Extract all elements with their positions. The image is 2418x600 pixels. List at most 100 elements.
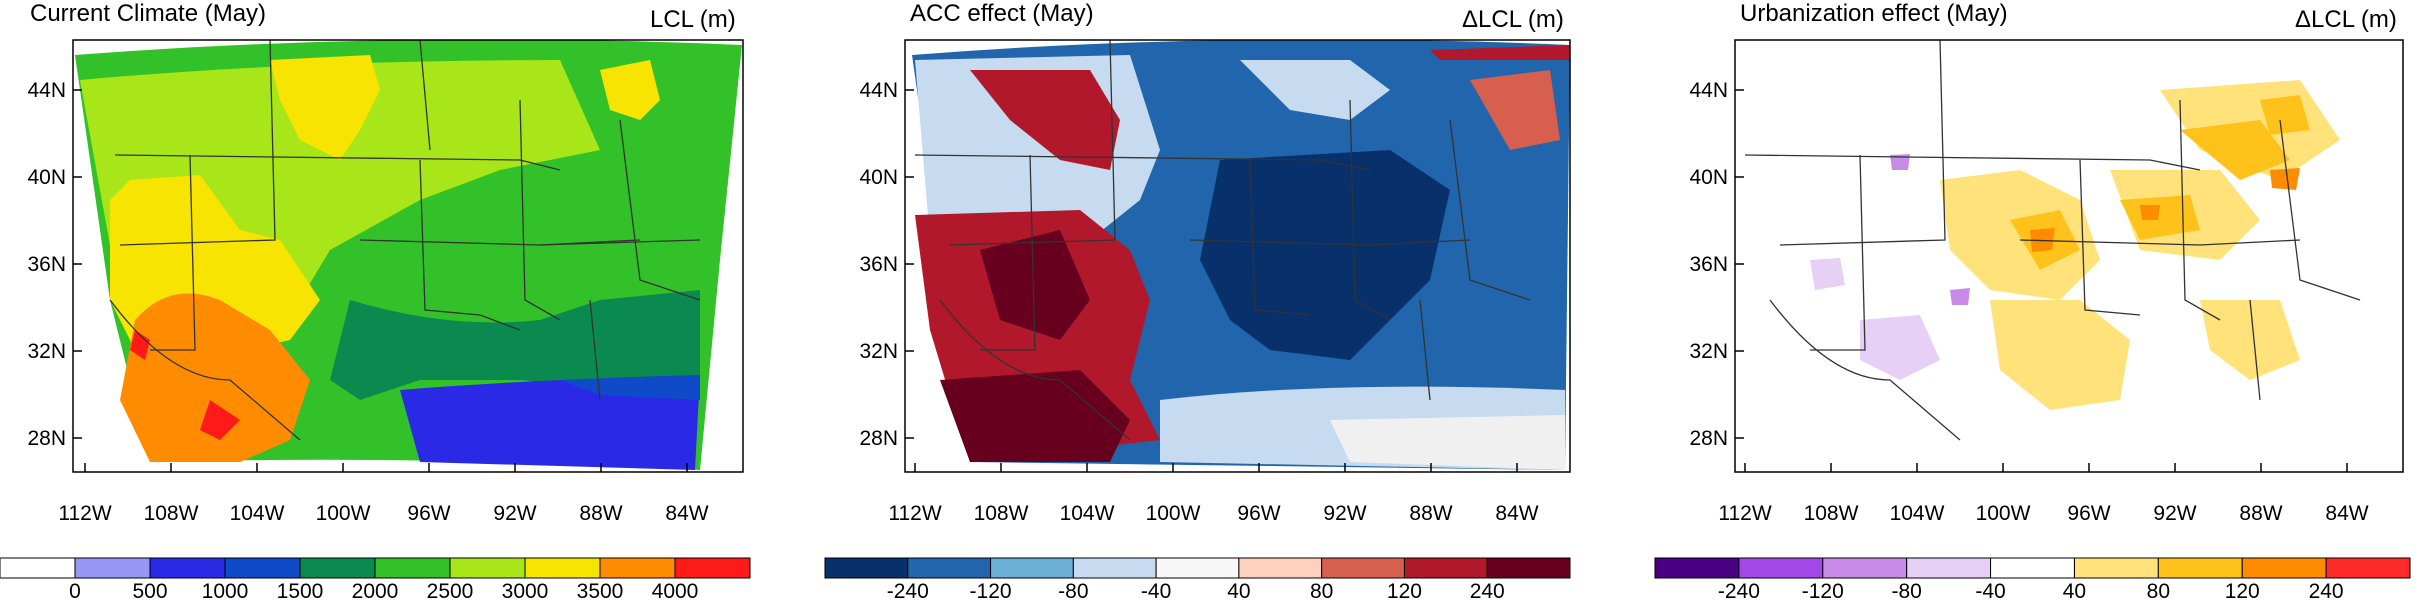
lon-label: 88W: [1409, 502, 1452, 525]
colorbar: -240 -120 -80 -40 40 80 120 240: [824, 557, 1571, 600]
lon-label: 112W: [1718, 502, 1771, 525]
colorbar-swatch: [1738, 557, 1824, 579]
panel-title: ACC effect (May): [910, 0, 1094, 27]
lat-label: 40N: [1689, 166, 1728, 189]
colorbar-swatch: [299, 557, 376, 579]
map-plot: 44N 40N 36N 32N 28N 112W 108W 104W 100W …: [824, 39, 1571, 600]
colorbar: -240 -120 -80 -40 40 80 120 240: [1654, 557, 2411, 600]
colorbar-swatch: [374, 557, 451, 579]
colorbar-label: 1000: [202, 580, 249, 600]
delta-lcl-field: [912, 40, 1570, 470]
colorbar-swatch: [1906, 557, 1992, 579]
colorbar-swatch: [1238, 557, 1323, 579]
colorbar-label: 2500: [427, 580, 474, 600]
colorbar-swatch: [74, 557, 151, 579]
lon-label: 104W: [1890, 502, 1945, 525]
colorbar: 0 500 1000 1500 2000 2500 3000 3500 4000: [0, 557, 751, 600]
panel-urbanization-effect: Urbanization effect (May) ΔLCL (m): [1654, 0, 2418, 600]
lon-label: 84W: [2325, 502, 2368, 525]
colorbar-swatch: [1822, 557, 1908, 579]
colorbar-label: -80: [1058, 580, 1088, 600]
lat-label: 44N: [1689, 79, 1728, 102]
colorbar-label: 3000: [502, 580, 549, 600]
colorbar-swatch: [2325, 557, 2411, 579]
colorbar-label: 240: [2309, 580, 2344, 600]
colorbar-swatch: [674, 557, 751, 579]
lon-label: 84W: [665, 502, 708, 525]
colorbar-swatch: [1403, 557, 1488, 579]
colorbar-label: 500: [132, 580, 167, 600]
colorbar-label: 3500: [577, 580, 624, 600]
lon-label: 88W: [2239, 502, 2282, 525]
lat-label: 28N: [859, 427, 898, 450]
colorbar-swatch: [824, 557, 909, 579]
lon-label: 92W: [1323, 502, 1366, 525]
lat-label: 36N: [1689, 253, 1728, 276]
lon-label: 96W: [407, 502, 450, 525]
lon-label: 100W: [1146, 502, 1201, 525]
lcl-field: [75, 40, 742, 470]
colorbar-label: -120: [1802, 580, 1844, 600]
colorbar-label: 40: [2063, 580, 2086, 600]
lat-label: 32N: [1689, 340, 1728, 363]
panel-title: Current Climate (May): [30, 0, 267, 27]
colorbar-swatch: [149, 557, 226, 579]
lat-label: 36N: [859, 253, 898, 276]
colorbar-label: 0: [69, 580, 81, 600]
colorbar-label: 4000: [652, 580, 699, 600]
lat-label: 44N: [27, 79, 66, 102]
colorbar-swatch: [1990, 557, 2075, 579]
colorbar-label: 120: [2225, 580, 2260, 600]
map-plot: 44N 40N 36N 32N 28N 112W 108W 104W 100W …: [0, 39, 751, 600]
colorbar-swatch: [0, 557, 76, 579]
lon-label: 88W: [579, 502, 622, 525]
colorbar-swatch: [1654, 557, 1740, 579]
lon-label: 100W: [316, 502, 371, 525]
colorbar-label: -120: [970, 580, 1012, 600]
colorbar-swatch: [224, 557, 301, 579]
colorbar-label: -40: [1975, 580, 2005, 600]
colorbar-swatch: [2073, 557, 2159, 579]
colorbar-label: 80: [2147, 580, 2170, 600]
lat-label: 40N: [859, 166, 898, 189]
colorbar-swatch: [907, 557, 992, 579]
lon-label: 104W: [230, 502, 285, 525]
colorbar-swatch: [990, 557, 1074, 579]
lon-label: 84W: [1495, 502, 1538, 525]
lat-label: 28N: [27, 427, 66, 450]
colorbar-swatch: [599, 557, 676, 579]
lon-label: 100W: [1976, 502, 2031, 525]
units-label: ΔLCL (m): [2295, 6, 2397, 33]
colorbar-label: -80: [1891, 580, 1921, 600]
colorbar-swatch: [1486, 557, 1571, 579]
lon-label: 96W: [1237, 502, 1280, 525]
colorbar-swatch: [1155, 557, 1240, 579]
lon-label: 112W: [58, 502, 111, 525]
map-plot: 44N 40N 36N 32N 28N 112W 108W 104W 100W …: [1654, 39, 2411, 600]
lat-label: 44N: [859, 79, 898, 102]
colorbar-label: -240: [887, 580, 929, 600]
panel-acc-effect: ACC effect (May) ΔLCL (m): [824, 0, 1610, 600]
panel-title: Urbanization effect (May): [1740, 0, 2008, 27]
colorbar-label: 80: [1310, 580, 1333, 600]
colorbar-swatch: [1072, 557, 1157, 579]
colorbar-label: 1500: [277, 580, 324, 600]
lat-label: 40N: [27, 166, 66, 189]
lon-label: 104W: [1060, 502, 1115, 525]
lon-label: 108W: [144, 502, 199, 525]
lon-label: 92W: [2153, 502, 2196, 525]
colorbar-label: -40: [1141, 580, 1171, 600]
lat-label: 36N: [27, 253, 66, 276]
units-label: ΔLCL (m): [1462, 6, 1564, 33]
colorbar-label: 40: [1227, 580, 1250, 600]
colorbar-label: 120: [1387, 580, 1422, 600]
lon-label: 108W: [1804, 502, 1859, 525]
lat-label: 32N: [27, 340, 66, 363]
colorbar-label: 2000: [352, 580, 399, 600]
lon-label: 96W: [2067, 502, 2110, 525]
delta-lcl-field: [1744, 40, 2361, 441]
panel-current-climate: Current Climate (May) LCL (m): [0, 0, 780, 600]
colorbar-swatch: [2157, 557, 2243, 579]
colorbar-swatch: [1321, 557, 1405, 579]
lat-label: 32N: [859, 340, 898, 363]
